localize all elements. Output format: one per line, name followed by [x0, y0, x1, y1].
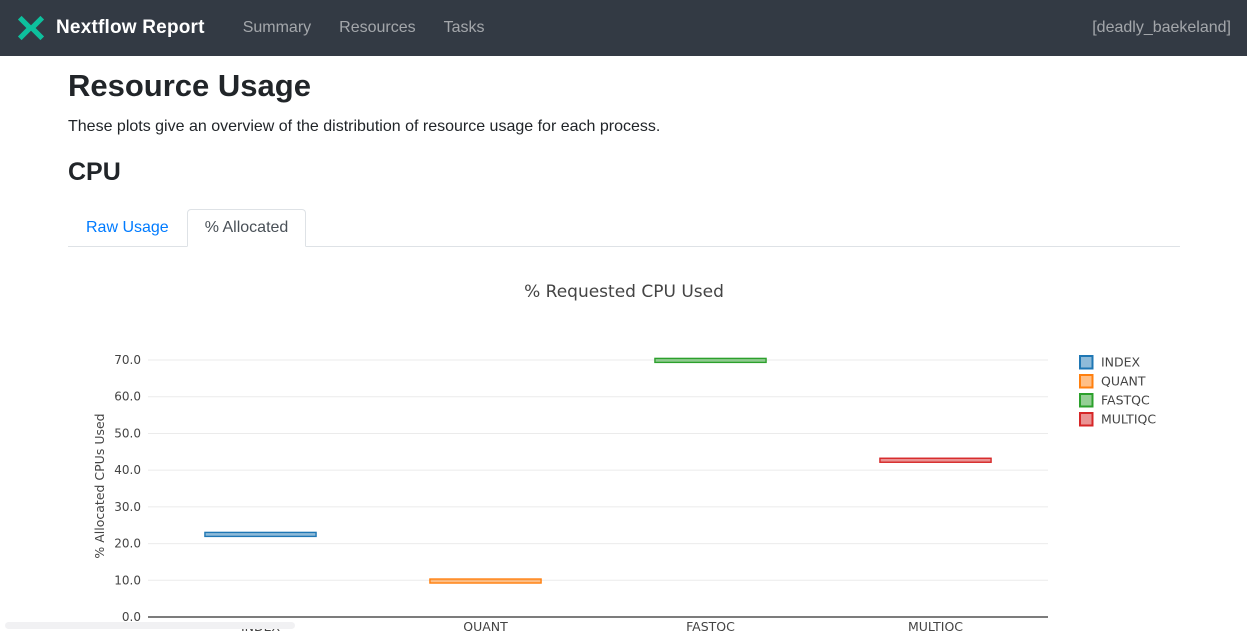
- run-name-badge: [deadly_baekeland]: [1092, 19, 1231, 36]
- legend-label-index[interactable]: INDEX: [1101, 355, 1141, 370]
- y-tick-label: 0.0: [122, 610, 141, 624]
- page-description: These plots give an overview of the dist…: [68, 118, 661, 135]
- y-tick-label: 10.0: [114, 573, 141, 587]
- legend-swatch-quant[interactable]: [1079, 374, 1094, 389]
- legend-swatch-index[interactable]: [1079, 355, 1094, 370]
- x-tick-label: QUANT: [463, 619, 508, 631]
- tab-percent-allocated[interactable]: % Allocated: [186, 209, 307, 247]
- brand-link[interactable]: Nextflow Report: [16, 13, 205, 43]
- page-title: Resource Usage: [68, 68, 311, 103]
- box-mark-quant[interactable]: [429, 578, 542, 584]
- y-tick-label: 60.0: [114, 390, 141, 404]
- legend-label-multiqc[interactable]: MULTIQC: [1101, 412, 1156, 427]
- tab-raw-usage[interactable]: Raw Usage: [86, 219, 169, 236]
- nav-item-tasks[interactable]: Tasks: [443, 19, 485, 36]
- plot-canvas[interactable]: % Requested CPU Used 0.0 10.0 20.0 30.0 40.0 5…: [0, 247, 1247, 631]
- box-mark-index[interactable]: [204, 531, 317, 538]
- box-mark-fastqc[interactable]: [654, 357, 767, 364]
- horizontal-scrollbar[interactable]: [5, 622, 295, 629]
- legend-label-fastqc[interactable]: FASTQC: [1101, 393, 1150, 408]
- chart-title: % Requested CPU Used: [524, 282, 724, 302]
- legend-swatch-fastqc[interactable]: [1079, 393, 1094, 408]
- cpu-tab-bar: Raw Usage % Allocated: [68, 209, 1180, 247]
- y-tick-label: 30.0: [114, 500, 141, 514]
- section-title-cpu: CPU: [68, 158, 121, 186]
- box-mark-multiqc[interactable]: [879, 457, 992, 463]
- nav-item-summary[interactable]: Summary: [242, 19, 312, 36]
- y-tick-label: 70.0: [114, 353, 141, 367]
- cpu-allocated-chart[interactable]: % Requested CPU Used 0.0 10.0 20.0 30.0 40.0 5…: [0, 247, 1247, 631]
- nextflow-logo-icon: [17, 15, 45, 41]
- y-tick-label: 50.0: [114, 426, 141, 440]
- y-tick-label: 20.0: [114, 537, 141, 551]
- y-tick-label: 40.0: [114, 463, 141, 477]
- nav-item-resources[interactable]: Resources: [339, 19, 416, 36]
- x-tick-label: MULTIQC: [908, 619, 963, 631]
- y-axis-title: % Allocated CPUs Used: [92, 413, 107, 558]
- legend-swatch-multiqc[interactable]: [1079, 412, 1094, 427]
- legend-label-quant[interactable]: QUANT: [1101, 374, 1146, 389]
- main-content: Resource Usage These plots give an overv…: [0, 56, 1247, 631]
- nav-links: Summary Resources Tasks: [231, 11, 497, 45]
- brand-title: Nextflow Report: [56, 17, 205, 38]
- x-tick-label: FASTQC: [686, 619, 735, 631]
- navbar: Nextflow Report Summary Resources Tasks …: [0, 0, 1247, 56]
